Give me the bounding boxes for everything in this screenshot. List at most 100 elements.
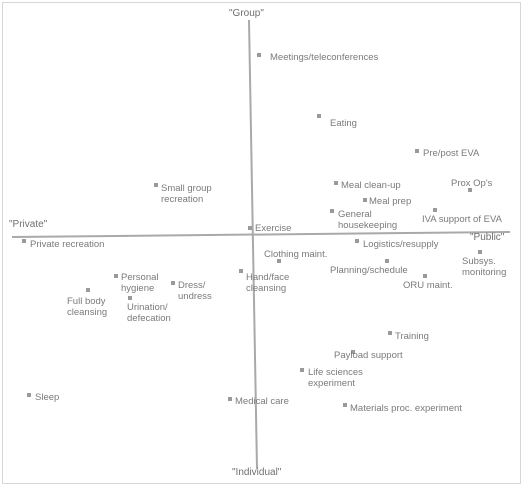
activity-iva-support-of-eva: IVA support of EVA <box>422 208 503 225</box>
activity-payload-support: Payload support <box>334 350 403 361</box>
activity-marker <box>388 331 392 335</box>
activity-label: Urination/defecation <box>127 302 171 324</box>
activity-label-line: Subsys. <box>462 256 496 267</box>
activity-prox-ops: Prox Op's <box>451 178 493 192</box>
activity-full-body-cleansing: Full body cleansing <box>67 288 107 318</box>
activity-label-line: Personal <box>121 272 159 283</box>
activity-life-sciences-experiment: Life sciences experiment <box>300 367 363 389</box>
activity-marker <box>277 259 281 263</box>
activity-label: Full body cleansing <box>67 296 107 318</box>
activity-label-line: Dress/ <box>178 280 206 291</box>
activity-exercise: Exercise <box>248 223 291 234</box>
activity-marker <box>351 350 355 354</box>
activity-hand-face-cleansing: Hand/face cleansing <box>239 269 289 294</box>
activity-label-line: Life sciences <box>308 367 363 378</box>
diagram-frame: "Group" "Individual" "Private" "Public" … <box>2 2 521 484</box>
activity-label-line: Meetings/teleconferences <box>270 52 379 63</box>
activity-label-line: IVA support of EVA <box>422 214 503 225</box>
activity-pre-post-eva: Pre/post EVA <box>415 148 480 159</box>
activity-marker <box>468 188 472 192</box>
activity-label-line: monitoring <box>462 267 506 278</box>
activity-training: Training <box>388 331 429 342</box>
activity-label-line: undress <box>178 291 212 302</box>
activity-label: Small group recreation <box>161 183 212 205</box>
vertical-axis <box>248 19 258 470</box>
activity-label-line: hygiene <box>121 283 154 294</box>
activity-label: Materials proc. experiment <box>350 403 462 414</box>
activity-label: Medical care <box>235 396 289 407</box>
activity-label: Pre/post EVA <box>423 148 480 159</box>
activity-label-line: Sleep <box>35 392 59 403</box>
activity-marker <box>478 250 482 254</box>
activity-marker <box>300 368 304 372</box>
activity-marker <box>385 259 389 263</box>
activity-label-line: Logistics/resupply <box>363 239 439 250</box>
activity-label-line: Exercise <box>255 223 291 234</box>
activity-marker <box>330 209 334 213</box>
activity-label: Personal hygiene <box>121 272 159 294</box>
activity-label-line: Training <box>395 331 429 342</box>
activity-label-line: cleansing <box>67 307 107 318</box>
activity-label: Meal prep <box>369 196 411 207</box>
activity-label-line: Materials proc. experiment <box>350 403 462 414</box>
activity-oru-maint: ORU maint. <box>403 274 453 291</box>
activity-logistics-resupply: Logistics/resupply <box>355 239 439 250</box>
activity-marker <box>248 226 252 230</box>
activity-dress-undress: Dress/undress <box>171 280 212 302</box>
activity-marker <box>423 274 427 278</box>
activity-planning-schedule: Planning/schedule <box>330 259 408 276</box>
activity-label: Subsys. monitoring <box>462 256 506 278</box>
activity-label-line: Planning/schedule <box>330 265 408 276</box>
activity-marker <box>239 269 243 273</box>
activity-label-line: cleansing <box>246 283 286 294</box>
activity-label-line: housekeeping <box>338 220 397 231</box>
activity-label-line: experiment <box>308 378 355 389</box>
activity-label-line: Eating <box>330 118 357 129</box>
activity-meetings: Meetings/teleconferences <box>257 52 379 63</box>
activity-clothing-maint: Clothing maint. <box>264 249 327 263</box>
activity-label: Payload support <box>334 350 403 361</box>
axis-label-individual: "Individual" <box>232 467 282 478</box>
activity-marker <box>154 183 158 187</box>
activity-label-line: Hand/face <box>246 272 289 283</box>
activity-label-line: General <box>338 209 372 220</box>
activity-marker <box>433 208 437 212</box>
activity-marker <box>171 281 175 285</box>
activity-label: Training <box>395 331 429 342</box>
activity-label: Sleep <box>35 392 59 403</box>
activity-label-line: Prox Op's <box>451 178 493 189</box>
activity-label: Meal clean-up <box>341 180 401 191</box>
activity-points: Meetings/teleconferences Eating Pre/post E… <box>22 52 506 414</box>
activity-label-line: Urination/ <box>127 302 168 313</box>
activity-label-line: Full body <box>67 296 106 307</box>
activity-meal-prep: Meal prep <box>363 196 411 207</box>
activity-marker <box>355 239 359 243</box>
activity-eating: Eating <box>317 114 357 129</box>
activity-marker <box>334 181 338 185</box>
activity-label-line: recreation <box>161 194 203 205</box>
activity-marker <box>257 53 261 57</box>
activity-label-line: Private recreation <box>30 239 104 250</box>
activity-label: Prox Op's <box>451 178 493 189</box>
activity-marker <box>86 288 90 292</box>
activity-meal-clean-up: Meal clean-up <box>334 180 401 191</box>
activity-sleep: Sleep <box>27 392 59 403</box>
axis-label-private: "Private" <box>9 219 48 230</box>
activity-marker <box>128 296 132 300</box>
activity-urination-defecation: Urination/defecation <box>127 296 171 324</box>
activity-label: Meetings/teleconferences <box>270 52 379 63</box>
activity-label-line: Meal clean-up <box>341 180 401 191</box>
activity-marker <box>114 274 118 278</box>
activity-label-line: Small group <box>161 183 212 194</box>
activity-label-line: ORU maint. <box>403 280 453 291</box>
activity-marker <box>343 403 347 407</box>
activity-label: Dress/undress <box>178 280 212 302</box>
activity-label: Planning/schedule <box>330 265 408 276</box>
activity-general-housekeeping: General housekeeping <box>330 209 397 231</box>
activity-label-line: Meal prep <box>369 196 411 207</box>
activity-label: Clothing maint. <box>264 249 327 260</box>
activity-marker <box>363 198 367 202</box>
activity-label: Private recreation <box>30 239 104 250</box>
activity-marker <box>228 397 232 401</box>
activity-privacy-diagram: "Group" "Individual" "Private" "Public" … <box>9 8 511 478</box>
